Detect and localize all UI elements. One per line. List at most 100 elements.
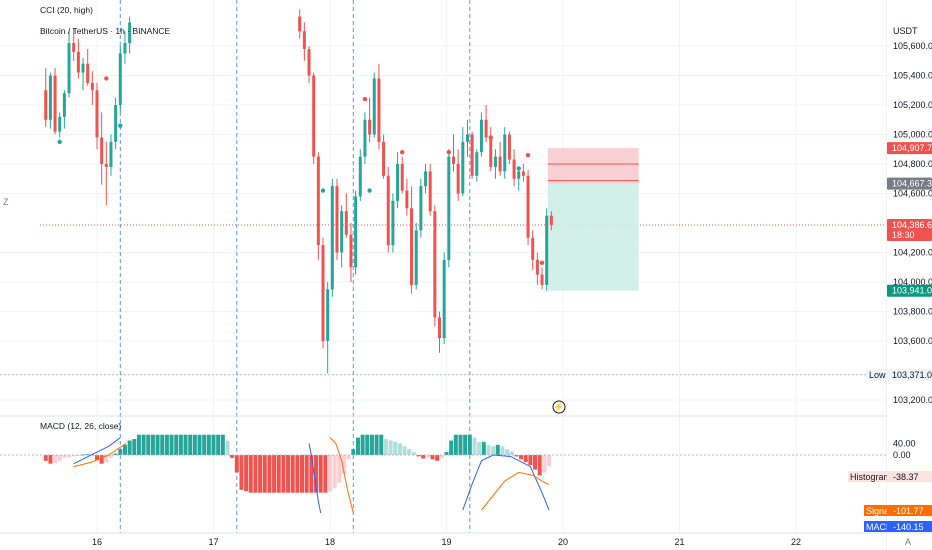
candle-body [396, 164, 400, 201]
histogram-bar [118, 449, 123, 455]
histogram-bar [449, 440, 454, 455]
histogram-bar [262, 455, 267, 493]
histogram-bar [374, 434, 379, 455]
histogram-bar [136, 434, 141, 455]
signal-dot [488, 135, 493, 140]
histogram-bar [188, 434, 193, 455]
candle-body [545, 215, 549, 285]
candle-body [53, 75, 57, 132]
histogram-bar [486, 444, 491, 455]
price-label-text: 104,907.79 [892, 143, 932, 153]
histogram-bar [160, 434, 165, 455]
histogram-bar [220, 434, 225, 455]
histogram-bar [528, 455, 533, 466]
histogram-bar [491, 446, 496, 455]
svg-text:⚡: ⚡ [553, 401, 564, 413]
low-marker-label: Low [869, 370, 886, 380]
low-value-label: 103,371.02 [892, 370, 932, 380]
candle-body [109, 141, 113, 167]
price-tick-label: 105,600.00 [893, 41, 932, 51]
candle-body [442, 259, 446, 339]
histogram-bar [197, 434, 202, 455]
candle-body [489, 137, 493, 167]
candle-body [526, 175, 530, 238]
histogram-bar [379, 434, 384, 455]
time-tick-label: 22 [791, 537, 801, 547]
price-label-last [887, 218, 932, 241]
candle-body [521, 171, 525, 176]
macd-line [73, 437, 121, 465]
histogram-bar [253, 455, 258, 493]
candle-body [123, 43, 127, 54]
histogram-bar [435, 455, 440, 461]
macd-indicator-title[interactable]: MACD (12, 26, close) [40, 421, 121, 431]
histogram-bar [304, 455, 309, 493]
histogram-bar [127, 440, 132, 455]
stop-loss-zone[interactable] [547, 148, 639, 184]
candle-body [433, 211, 437, 318]
price-label-text: 104,667.37 [892, 179, 932, 189]
histogram-bar [146, 434, 151, 455]
histogram-bar [150, 434, 155, 455]
signal-dot [446, 150, 452, 155]
histogram-bar [547, 455, 552, 467]
time-tick-label: 19 [441, 537, 451, 547]
cci-indicator-title[interactable]: CCI (20, high) [40, 5, 93, 15]
price-tick-label: 104,000.00 [893, 277, 932, 287]
histogram-bar [323, 455, 328, 493]
histogram-bar [141, 434, 146, 455]
candle-body [62, 93, 66, 117]
low-marker-tag [866, 368, 887, 381]
candle-body [95, 90, 99, 138]
candle-body [382, 141, 386, 176]
auto-scale-icon[interactable]: A [905, 537, 911, 547]
histogram-bar [533, 455, 538, 470]
histogram-bar [402, 446, 407, 455]
candle-body [386, 175, 390, 246]
signal-dot [320, 188, 326, 193]
histogram-bar [439, 455, 444, 458]
histogram-bar [295, 455, 300, 493]
signal-line [73, 442, 127, 468]
time-tick-label: 20 [558, 537, 568, 547]
histogram-bar [537, 455, 542, 476]
histogram-bar [523, 455, 528, 463]
signal-dot [400, 150, 405, 155]
histogram-bar [276, 455, 281, 493]
histogram-bar [225, 440, 230, 455]
histogram-bar [202, 434, 207, 455]
price-label-target [887, 284, 932, 297]
histogram-bar [258, 455, 263, 493]
short-position-tool[interactable] [547, 148, 639, 291]
histogram-bar [48, 455, 53, 464]
candle-body [326, 289, 330, 341]
price-axis[interactable] [887, 0, 932, 550]
candle-body [81, 63, 85, 73]
candle-body [540, 274, 544, 285]
symbol-title[interactable]: Bitcoin / TetherUS · 1h · BINANCE [40, 26, 171, 36]
histogram-bar [505, 449, 510, 455]
candle-body [507, 134, 511, 160]
histogram-bar [81, 454, 86, 456]
macd-tick-label: 0.00 [893, 450, 911, 460]
lightning-icon[interactable]: ⚡ [552, 400, 566, 414]
candle-body [470, 134, 474, 176]
histogram-bar [67, 455, 72, 458]
histogram-bar [71, 455, 76, 457]
histogram-bar [272, 455, 277, 493]
histogram-bar [407, 449, 412, 455]
candle-body [100, 137, 104, 164]
currency-label[interactable]: USDT [893, 26, 918, 36]
zoom-z-icon[interactable]: Z [3, 197, 9, 207]
histogram-bar [421, 455, 426, 459]
candle-body [298, 16, 302, 32]
macd-value-tag [887, 471, 932, 482]
candle-body [428, 171, 432, 212]
signal-line [329, 437, 354, 514]
candle-body [363, 119, 367, 157]
histogram-bar [383, 439, 388, 455]
macd-legend-label: Signal [866, 506, 891, 516]
take-profit-zone[interactable] [547, 183, 639, 291]
